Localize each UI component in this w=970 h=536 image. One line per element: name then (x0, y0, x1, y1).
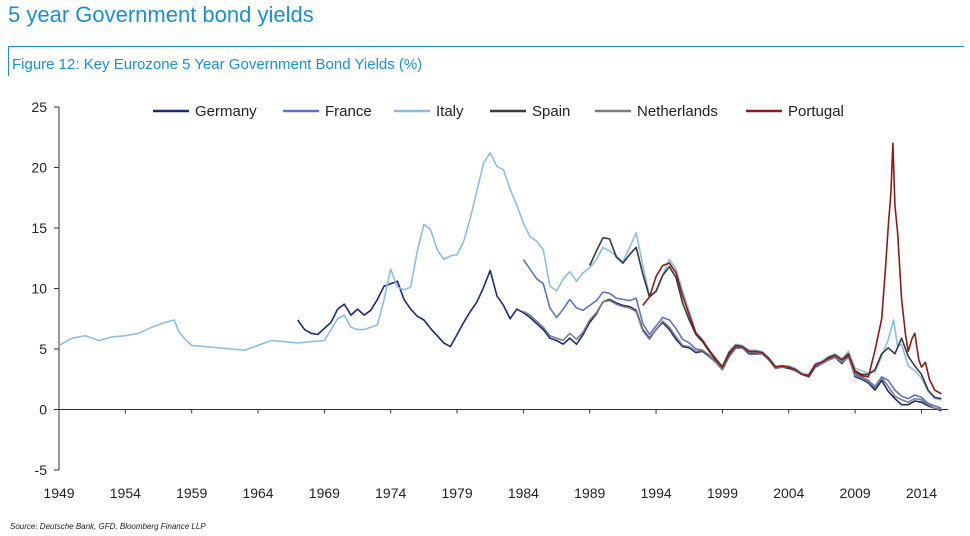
x-tick-label: 2014 (906, 485, 937, 501)
x-axis: 1949 1954 1959 1964 1969 1974 1979 1984 1989 1994… (43, 409, 948, 501)
legend: Germany France Italy Spain Netherlands Portug… (153, 103, 844, 120)
legend-label-spain: Spain (532, 103, 570, 120)
y-tick-label: -5 (35, 462, 48, 478)
x-tick-label: 1969 (309, 485, 340, 501)
series-line-netherlands (523, 299, 942, 411)
x-tick-label: 1979 (441, 485, 472, 501)
x-tick-label: 1984 (508, 485, 539, 501)
y-tick-label: 5 (39, 341, 47, 357)
x-tick-label: 2004 (773, 485, 804, 501)
x-tick-label: 1999 (707, 485, 738, 501)
series-line-germany (297, 269, 942, 412)
x-tick-label: 1974 (375, 485, 406, 501)
figure-caption: Figure 12: Key Eurozone 5 Year Governmen… (12, 56, 423, 73)
x-tick-label: 1959 (176, 485, 207, 501)
x-tick-label: 1994 (641, 485, 672, 501)
series-line-italy (58, 152, 942, 401)
y-tick-label: 20 (31, 160, 47, 176)
x-tick-label: 1964 (242, 485, 273, 501)
legend-label-netherlands: Netherlands (637, 103, 718, 120)
x-tick-label: 2009 (840, 485, 871, 501)
y-tick-label: 15 (31, 220, 47, 236)
series-layer (58, 142, 942, 412)
x-tick-label: 1989 (574, 485, 605, 501)
x-tick-label: 1954 (110, 485, 141, 501)
figure-divider (8, 46, 964, 47)
source-note: Source: Deutsche Bank, GFD, Bloomberg Fi… (10, 522, 206, 531)
x-tick-label: 1949 (43, 485, 74, 501)
legend-label-germany: Germany (195, 103, 257, 120)
y-tick-label: 10 (31, 281, 47, 297)
series-line-portugal (642, 142, 942, 395)
y-tick-label: 0 (39, 402, 47, 418)
y-tick-label: 25 (31, 99, 47, 115)
y-axis: -5 0 5 10 15 20 25 (31, 99, 60, 478)
legend-label-italy: Italy (436, 103, 464, 120)
figure-divider-left (8, 46, 9, 76)
legend-label-france: France (325, 103, 372, 120)
legend-label-portugal: Portugal (788, 103, 844, 120)
page-title: 5 year Government bond yields (8, 2, 314, 27)
